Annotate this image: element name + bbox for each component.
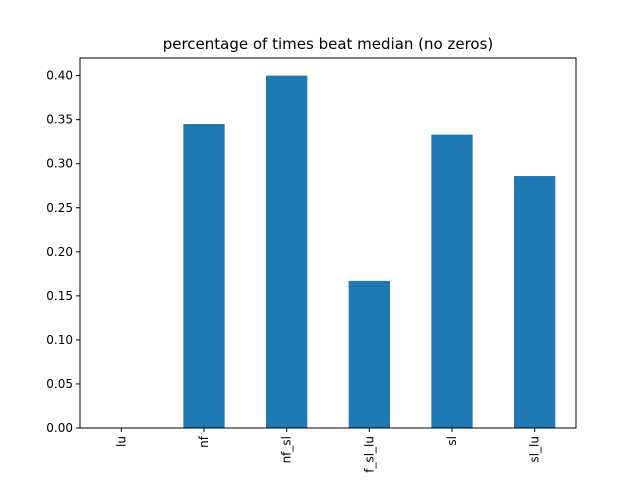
x-tick-label: sl bbox=[445, 436, 459, 446]
y-tick-label: 0.00 bbox=[46, 421, 73, 435]
x-tick-label: lu bbox=[114, 436, 128, 447]
y-tick-label: 0.10 bbox=[46, 333, 73, 347]
bar-nf_sl bbox=[266, 75, 308, 428]
y-tick-label: 0.30 bbox=[46, 157, 73, 171]
chart-title: percentage of times beat median (no zero… bbox=[163, 35, 494, 53]
x-tick-label: nf_sl bbox=[280, 436, 294, 463]
bar-sl_lu bbox=[514, 176, 556, 428]
y-tick-label: 0.40 bbox=[46, 69, 73, 83]
plot-frame bbox=[79, 57, 577, 429]
bar-sl bbox=[431, 134, 473, 428]
y-tick-label: 0.35 bbox=[46, 113, 73, 127]
x-tick-label: sl_lu bbox=[528, 436, 542, 463]
bar-f_sl_lu bbox=[348, 280, 390, 428]
y-axis: 0.00 0.05 0.10 0.15 0.20 0.25 0.30 0.35 0.40 bbox=[46, 69, 80, 435]
x-axis: lu nf nf_sl f_sl_lu sl sl_lu bbox=[114, 428, 542, 473]
y-tick-label: 0.25 bbox=[46, 201, 73, 215]
y-tick-label: 0.15 bbox=[46, 289, 73, 303]
y-tick-label: 0.05 bbox=[46, 377, 73, 391]
x-tick-label: f_sl_lu bbox=[362, 436, 376, 473]
bars-layer bbox=[183, 75, 556, 429]
y-tick-label: 0.20 bbox=[46, 245, 73, 259]
x-tick-label: nf bbox=[197, 435, 211, 448]
bar-nf bbox=[183, 124, 225, 429]
